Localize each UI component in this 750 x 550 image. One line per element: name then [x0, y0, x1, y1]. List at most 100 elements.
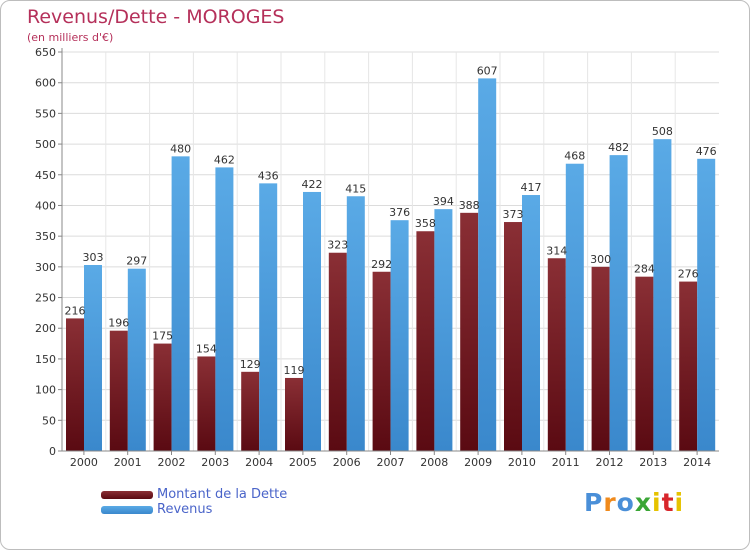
revenus-value-label: 417 — [521, 181, 542, 194]
revenus-value-label: 482 — [608, 141, 629, 154]
x-tick-label: 2007 — [377, 456, 405, 469]
logo-letter: i — [674, 488, 685, 517]
y-tick-label: 450 — [35, 169, 56, 182]
x-tick-label: 2014 — [683, 456, 711, 469]
x-tick-label: 2006 — [333, 456, 361, 469]
dette-bar — [547, 258, 566, 451]
dette-value-label: 276 — [678, 268, 699, 281]
revenus-bar — [215, 167, 234, 451]
legend-swatch-dette — [101, 491, 153, 499]
dette-value-label: 119 — [284, 364, 305, 377]
logo-letter: P — [584, 488, 604, 517]
x-tick-label: 2001 — [114, 456, 142, 469]
revenus-value-label: 303 — [83, 251, 104, 264]
y-tick-label: 0 — [49, 445, 56, 458]
x-tick-label: 2002 — [158, 456, 186, 469]
dette-bar — [460, 212, 479, 451]
y-tick-label: 250 — [35, 292, 56, 305]
x-tick-label: 2013 — [639, 456, 667, 469]
chart-title: Revenus/Dette - MOROGES — [27, 6, 285, 28]
y-tick-label: 500 — [35, 138, 56, 151]
dette-value-label: 154 — [196, 342, 217, 355]
revenus-value-label: 462 — [214, 153, 235, 166]
revenus-value-label: 476 — [696, 145, 717, 158]
revenus-bar — [259, 183, 278, 451]
revenus-bar — [653, 139, 672, 452]
dette-bar — [679, 281, 698, 451]
y-tick-label: 650 — [35, 46, 56, 59]
dette-value-label: 284 — [634, 263, 655, 276]
y-tick-label: 600 — [35, 77, 56, 90]
dette-bar — [635, 276, 654, 451]
x-tick-label: 2008 — [420, 456, 448, 469]
y-tick-label: 350 — [35, 230, 56, 243]
revenus-bar — [697, 158, 716, 451]
revenus-value-label: 468 — [564, 150, 585, 163]
legend-swatch-revenus — [101, 506, 153, 514]
y-tick-label: 550 — [35, 107, 56, 120]
revenus-bar — [434, 209, 453, 451]
proxiti-logo: Proxiti — [584, 488, 684, 517]
revenus-value-label: 607 — [477, 64, 498, 77]
dette-bar — [591, 266, 610, 451]
chart-subtitle: (en milliers d'€) — [27, 31, 114, 44]
x-tick-label: 2000 — [70, 456, 98, 469]
dette-bar — [153, 343, 172, 451]
x-tick-label: 2010 — [508, 456, 536, 469]
dette-value-label: 314 — [546, 244, 567, 257]
revenus-bar — [84, 265, 102, 451]
x-tick-label: 2011 — [552, 456, 580, 469]
revenus-value-label: 394 — [433, 195, 454, 208]
revenus-bar — [346, 196, 365, 451]
dette-bar — [416, 231, 435, 451]
logo-letter: r — [603, 488, 617, 517]
dette-bar — [241, 371, 260, 451]
logo-letter: t — [661, 488, 675, 517]
revenus-bar — [171, 156, 190, 451]
logo-letter: x — [634, 488, 652, 517]
dette-bar — [66, 318, 84, 451]
dette-bar — [372, 271, 391, 451]
dette-value-label: 300 — [590, 253, 611, 266]
y-tick-label: 50 — [42, 414, 56, 427]
revenus-bar — [127, 268, 146, 451]
dette-value-label: 129 — [240, 358, 261, 371]
dette-bar — [328, 252, 347, 451]
legend-label-dette: Montant de la Dette — [157, 487, 288, 502]
revenus-value-label: 436 — [258, 169, 279, 182]
dette-bar — [197, 356, 216, 451]
dette-bar — [285, 377, 303, 451]
dette-value-label: 196 — [108, 317, 129, 330]
dette-bar — [109, 330, 128, 451]
dette-value-label: 323 — [327, 239, 348, 252]
x-tick-label: 2003 — [201, 456, 229, 469]
revenus-value-label: 422 — [302, 178, 323, 191]
dette-value-label: 388 — [459, 199, 480, 212]
x-tick-label: 2005 — [289, 456, 317, 469]
revenus-bar — [478, 78, 497, 451]
revenus-bar — [565, 163, 584, 451]
x-tick-label: 2012 — [596, 456, 624, 469]
x-tick-label: 2009 — [464, 456, 492, 469]
revenus-bar — [522, 195, 540, 451]
logo-letter: o — [616, 488, 635, 517]
revenus-value-label: 376 — [389, 206, 410, 219]
dette-value-label: 292 — [371, 258, 392, 271]
logo-letter: i — [652, 488, 662, 517]
x-tick-label: 2004 — [245, 456, 273, 469]
revenus-bar — [390, 220, 409, 451]
revenus-value-label: 480 — [170, 142, 191, 155]
revenus-value-label: 297 — [126, 255, 147, 268]
revenus-bar — [303, 191, 321, 452]
y-tick-label: 150 — [35, 353, 56, 366]
dette-value-label: 216 — [65, 304, 86, 317]
dette-value-label: 358 — [415, 217, 436, 230]
revenus-value-label: 415 — [345, 182, 366, 195]
legend-label-revenus: Revenus — [157, 502, 213, 517]
y-tick-label: 400 — [35, 199, 56, 212]
dette-value-label: 373 — [503, 208, 524, 221]
y-tick-label: 300 — [35, 261, 56, 274]
dette-bar — [504, 222, 522, 451]
